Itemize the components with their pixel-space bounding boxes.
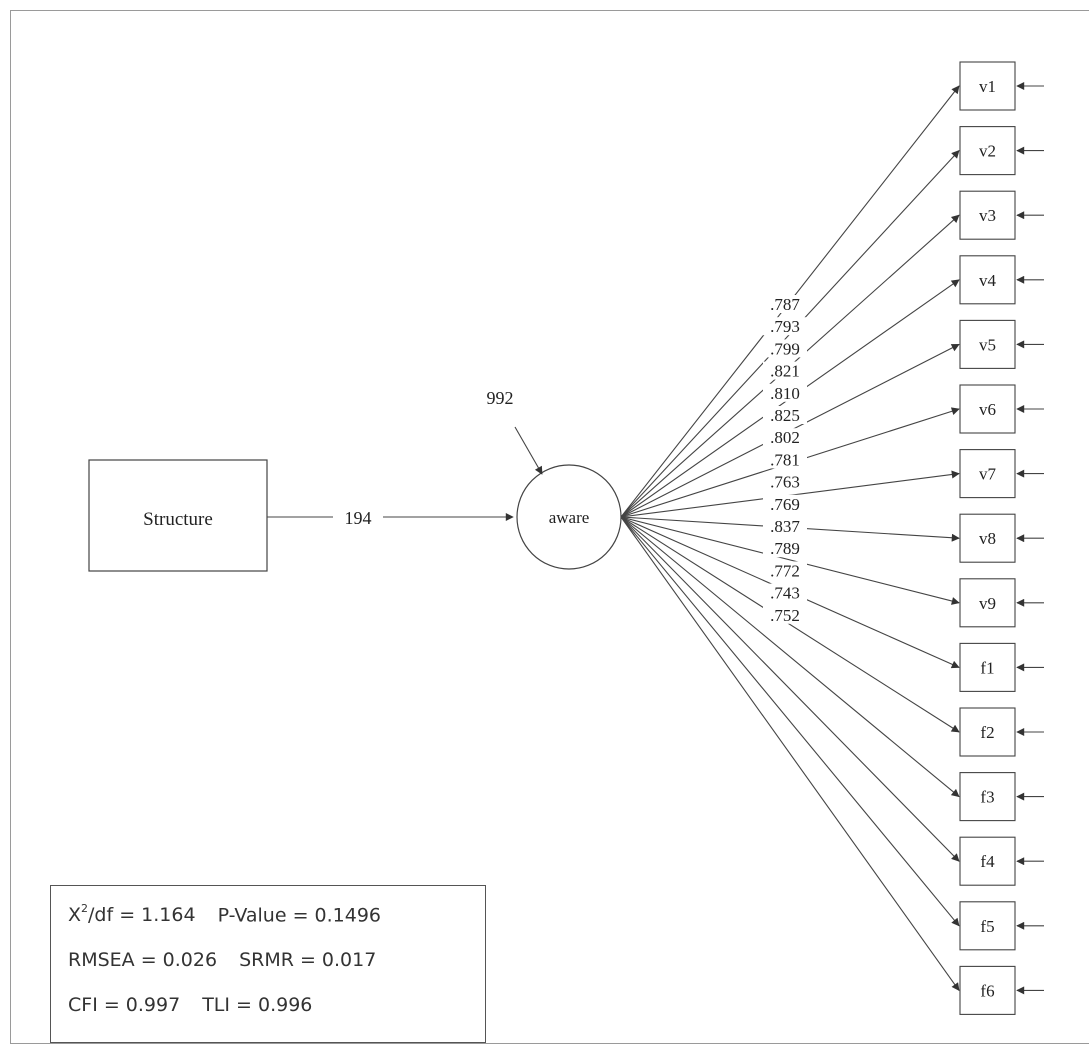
loading-value-v3: .799 — [770, 339, 800, 358]
indicator-label-v4: v4 — [979, 271, 997, 290]
indicator-label-f6: f6 — [980, 981, 994, 1000]
indicator-box-v5 — [959, 319, 1016, 369]
indicator-box-v2 — [959, 126, 1016, 176]
structural-path-coefficient: 194 — [345, 508, 372, 528]
cfi: CFI = 0.997 — [68, 994, 181, 1016]
indicator-box-v1 — [959, 61, 1016, 111]
indicator-box-v4 — [959, 255, 1016, 305]
indicator-label-v6: v6 — [979, 400, 996, 419]
loading-value-f1: .769 — [770, 495, 800, 514]
indicator-label-f5: f5 — [980, 917, 994, 936]
fit-line-2: RMSEA = 0.026 SRMR = 0.017 — [68, 949, 376, 971]
indicator-label-v3: v3 — [979, 206, 996, 225]
chi-square-prefix: X — [68, 904, 82, 927]
srmr: SRMR = 0.017 — [239, 949, 377, 971]
tli: TLI = 0.996 — [202, 994, 313, 1016]
loading-arrow-v9 — [620, 516, 960, 605]
fit-statistics-box: X2/df = 1.164 P-Value = 0.1496 RMSEA = 0.… — [50, 885, 486, 1043]
indicator-box-f2 — [959, 707, 1016, 757]
indicator-box-v3 — [959, 190, 1016, 240]
p-value: P-Value = 0.1496 — [217, 904, 382, 927]
loading-value-f6: .752 — [770, 606, 800, 625]
fit-line-1: X2/df = 1.164 P-Value = 0.1496 — [68, 902, 382, 927]
fit-line-3: CFI = 0.997 TLI = 0.996 — [68, 994, 312, 1016]
indicator-label-v2: v2 — [979, 142, 996, 161]
residual-arrow — [514, 426, 543, 475]
indicator-label-v7: v7 — [979, 465, 997, 484]
indicator-label-v8: v8 — [979, 529, 996, 548]
diagram-frame — [10, 10, 1089, 1044]
loading-value-f4: .772 — [770, 561, 800, 580]
indicator-label-f1: f1 — [980, 658, 994, 677]
loading-arrow-f2 — [620, 516, 960, 733]
rmsea: RMSEA = 0.026 — [68, 949, 218, 971]
loading-value-v6: .825 — [770, 406, 800, 425]
indicator-box-f6 — [959, 965, 1016, 1015]
indicator-box-f4 — [959, 836, 1016, 886]
indicator-label-f2: f2 — [980, 723, 994, 742]
indicator-box-v8 — [959, 513, 1016, 563]
indicator-label-f3: f3 — [980, 788, 994, 807]
indicator-label-v1: v1 — [979, 77, 996, 96]
loading-value-v4: .821 — [770, 362, 800, 381]
loading-value-v1: .787 — [770, 295, 800, 314]
aware-residual-value: 992 — [487, 388, 514, 408]
chi-square-df: /df = 1.164 — [88, 904, 196, 927]
indicator-label-v5: v5 — [979, 335, 996, 354]
loading-value-f3: .789 — [770, 539, 800, 558]
structure-label: Structure — [143, 509, 213, 530]
aware-label: aware — [549, 508, 590, 527]
indicator-label-v9: v9 — [979, 594, 996, 613]
loading-value-v7: .802 — [770, 428, 800, 447]
loading-value-f5: .743 — [770, 584, 800, 603]
indicator-box-v7 — [959, 449, 1016, 499]
structure-box — [88, 459, 268, 572]
loading-value-v9: .763 — [770, 473, 800, 492]
chi-square-superscript: 2 — [81, 902, 89, 915]
loading-value-v8: .781 — [770, 450, 800, 469]
indicator-box-f5 — [959, 901, 1016, 951]
loading-arrow-f4 — [620, 516, 960, 862]
indicator-label-f4: f4 — [980, 852, 995, 871]
indicator-box-f3 — [959, 772, 1016, 822]
loading-value-v2: .793 — [770, 317, 800, 336]
indicator-box-v9 — [959, 578, 1016, 628]
loading-value-v5: .810 — [770, 384, 800, 403]
loading-arrow-f5 — [620, 516, 960, 927]
indicator-box-v6 — [959, 384, 1016, 434]
loading-arrow-f3 — [620, 516, 960, 798]
loading-value-f2: .837 — [770, 517, 800, 536]
loading-arrow-f6 — [620, 516, 960, 992]
indicator-box-f1 — [959, 642, 1016, 692]
